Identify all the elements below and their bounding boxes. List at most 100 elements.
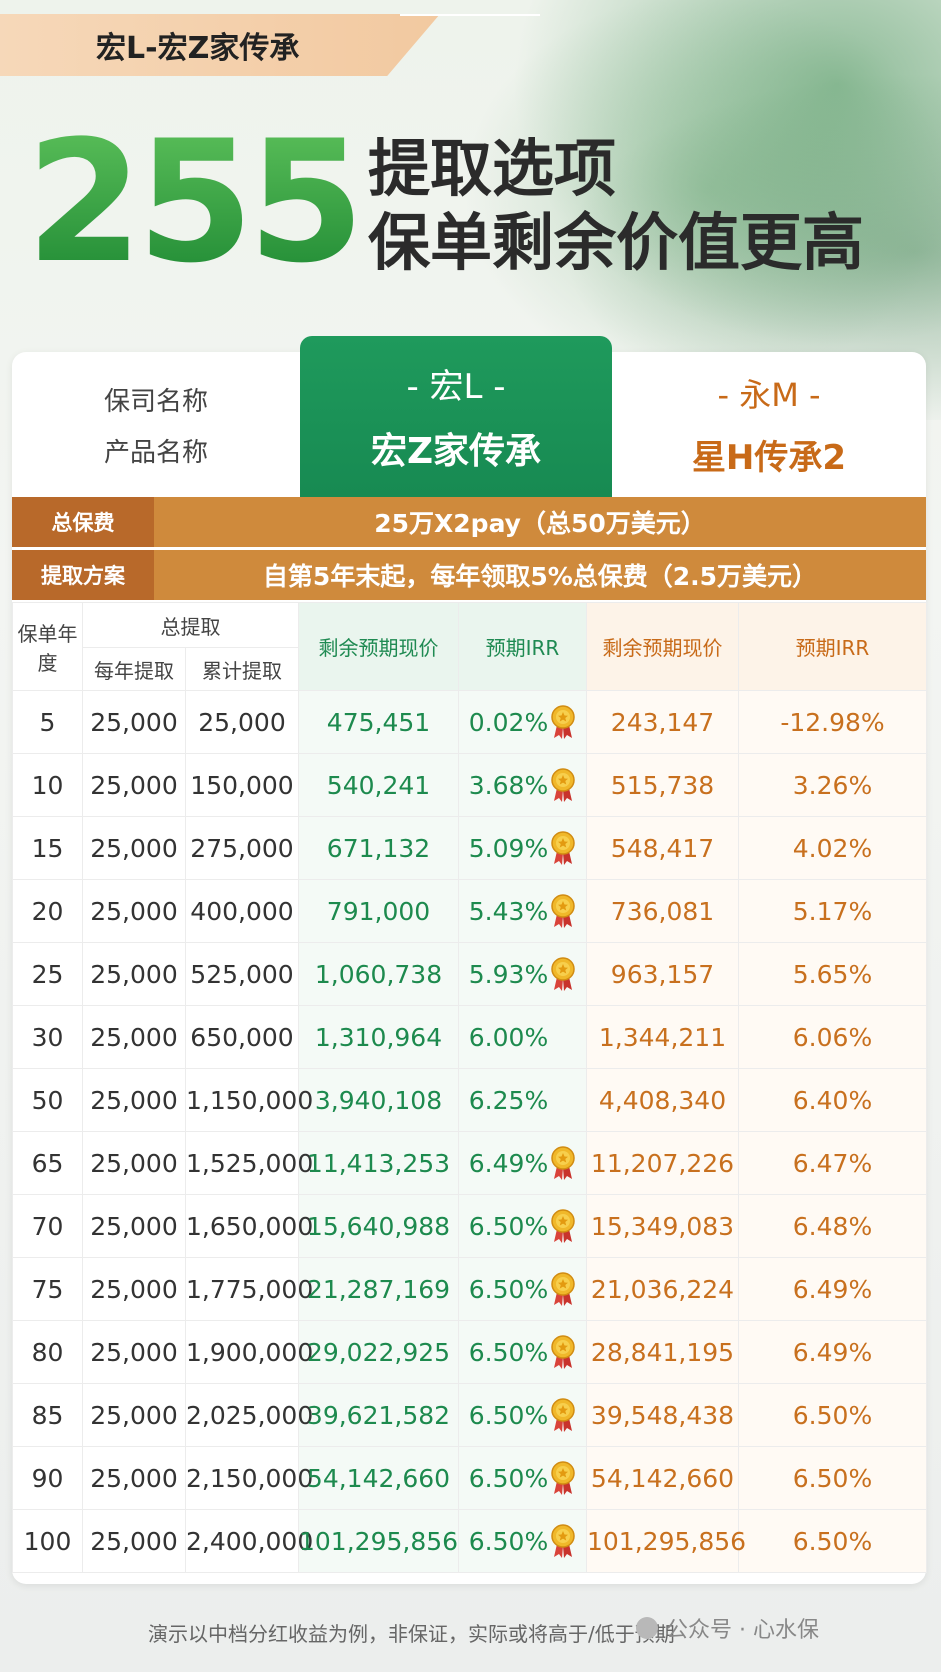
table-row: 80 25,000 1,900,000 29,022,925 6.50% 28,841,1…	[12, 1320, 927, 1384]
watermark-text: 公众号 · 心水保	[666, 1618, 819, 1643]
cell-a-irr: 6.49%	[458, 1131, 587, 1195]
header-b-value: 剩余预期现价	[586, 602, 739, 691]
product-b-name: 星H传承2	[691, 438, 847, 478]
cell-annual: 25,000	[82, 1257, 186, 1321]
medal-icon	[551, 1209, 575, 1243]
irr-text: 0.02%	[468, 707, 549, 737]
table-row: 100 25,000 2,400,000 101,295,856 6.50% 101,29…	[12, 1509, 927, 1573]
irr-text: 6.00%	[468, 1022, 549, 1052]
comparison-card: 保司名称 产品名称 - 宏L - 宏Z家传承 - 永M - 星H传承2 总保费 …	[12, 336, 927, 1584]
cell-b-value: 21,036,224	[586, 1257, 739, 1321]
cell-year: 20	[12, 879, 83, 943]
irr-text: 5.93%	[468, 959, 549, 989]
product-a-company: - 宏L -	[406, 367, 506, 407]
big-number: 255	[26, 104, 365, 300]
cell-cumulative: 1,150,000	[185, 1068, 313, 1132]
cell-a-value: 3,940,108	[298, 1068, 459, 1132]
cell-a-irr: 3.68%	[458, 753, 587, 817]
cell-annual: 25,000	[82, 1383, 186, 1447]
header-annual: 每年提取	[82, 647, 186, 691]
cell-b-irr: 6.06%	[738, 1005, 927, 1069]
premium-bar: 总保费 25万X2pay（总50万美元）	[12, 497, 926, 547]
irr-text: 3.68%	[468, 770, 549, 800]
cell-b-irr: 3.26%	[738, 753, 927, 817]
headline-line-1: 提取选项	[368, 132, 617, 205]
cell-a-irr: 5.09%	[458, 816, 587, 880]
cell-year: 75	[12, 1257, 83, 1321]
cell-a-irr: 6.50%	[458, 1383, 587, 1447]
comparison-table: 保单年度 总提取 剩余预期现价 预期IRR 剩余预期现价 预期IRR 每年提取 …	[12, 602, 927, 1573]
cell-cumulative: 2,150,000	[185, 1446, 313, 1510]
cell-a-irr: 6.50%	[458, 1446, 587, 1510]
plan-key: 提取方案	[12, 550, 154, 600]
cell-a-value: 15,640,988	[298, 1194, 459, 1258]
cell-b-value: 963,157	[586, 942, 739, 1006]
table-row: 10 25,000 150,000 540,241 3.68% 515,738 3.26%	[12, 753, 927, 817]
cell-a-value: 540,241	[298, 753, 459, 817]
cell-cumulative: 275,000	[185, 816, 299, 880]
irr-text: 6.50%	[468, 1526, 549, 1556]
table-row: 75 25,000 1,775,000 21,287,169 6.50% 21,036,2…	[12, 1257, 927, 1321]
cell-b-irr: 4.02%	[738, 816, 927, 880]
cell-b-value: 243,147	[586, 690, 739, 754]
cell-b-irr: -12.98%	[738, 690, 927, 754]
label-product: 产品名称	[103, 437, 208, 468]
header-year: 保单年度	[12, 602, 83, 691]
cell-cumulative: 2,025,000	[185, 1383, 313, 1447]
table-row: 5 25,000 25,000 475,451 0.02% 243,147 -12.98%	[12, 690, 927, 754]
footnote: 演示以中档分红收益为例，非保证，实际或将高于/低于预期	[148, 1622, 675, 1646]
medal-icon	[551, 1272, 575, 1306]
headline-line-2: 保单剩余价值更高	[368, 206, 865, 280]
cell-a-value: 671,132	[298, 816, 459, 880]
headline: 提取选项 保单剩余价值更高	[368, 132, 864, 281]
header-a-value: 剩余预期现价	[298, 602, 459, 691]
cell-annual: 25,000	[82, 690, 186, 754]
title-tag-decoration	[400, 14, 540, 76]
cell-b-value: 28,841,195	[586, 1320, 739, 1384]
medal-icon	[551, 1335, 575, 1369]
plan-value: 自第5年末起，每年领取5%总保费（2.5万美元）	[262, 562, 818, 591]
header-cumulative: 累计提取	[185, 647, 299, 691]
cell-annual: 25,000	[82, 1068, 186, 1132]
cell-year: 5	[12, 690, 83, 754]
table-row: 15 25,000 275,000 671,132 5.09% 548,417 4.02%	[12, 816, 927, 880]
cell-cumulative: 1,525,000	[185, 1131, 313, 1195]
premium-key: 总保费	[12, 497, 154, 547]
irr-text: 6.50%	[468, 1211, 549, 1241]
cell-a-irr: 6.25%	[458, 1068, 587, 1132]
irr-text: 6.49%	[468, 1148, 549, 1178]
irr-text: 6.50%	[468, 1400, 549, 1430]
cell-b-value: 15,349,083	[586, 1194, 739, 1258]
watermark: 公众号 · 心水保	[636, 1612, 819, 1644]
medal-icon	[551, 1461, 575, 1495]
table-row: 25 25,000 525,000 1,060,738 5.93% 963,157 5.65…	[12, 942, 927, 1006]
cell-year: 100	[12, 1509, 83, 1573]
product-b-header: - 永M - 星H传承2	[612, 352, 926, 497]
table-row: 70 25,000 1,650,000 15,640,988 6.50% 15,349,0…	[12, 1194, 927, 1258]
header-total-withdraw: 总提取	[82, 602, 299, 648]
cell-a-value: 54,142,660	[298, 1446, 459, 1510]
cell-a-value: 791,000	[298, 879, 459, 943]
cell-b-irr: 5.65%	[738, 942, 927, 1006]
medal-icon	[551, 894, 575, 928]
cell-annual: 25,000	[82, 1509, 186, 1573]
medal-icon	[551, 1524, 575, 1558]
table-body: 5 25,000 25,000 475,451 0.02% 243,147 -12.98% 1…	[12, 690, 927, 1573]
title-tag: 宏L-宏Z家传承	[0, 14, 440, 76]
cell-year: 30	[12, 1005, 83, 1069]
cell-a-value: 29,022,925	[298, 1320, 459, 1384]
cell-cumulative: 1,775,000	[185, 1257, 313, 1321]
product-a-header: - 宏L - 宏Z家传承	[300, 336, 612, 497]
cell-cumulative: 525,000	[185, 942, 299, 1006]
cell-a-irr: 0.02%	[458, 690, 587, 754]
cell-a-value: 101,295,856	[298, 1509, 459, 1573]
cell-b-value: 39,548,438	[586, 1383, 739, 1447]
cell-annual: 25,000	[82, 879, 186, 943]
cell-b-value: 515,738	[586, 753, 739, 817]
medal-icon	[551, 705, 575, 739]
product-b-company: - 永M -	[717, 376, 821, 414]
cell-a-value: 39,621,582	[298, 1383, 459, 1447]
cell-cumulative: 150,000	[185, 753, 299, 817]
cell-annual: 25,000	[82, 1320, 186, 1384]
cell-year: 25	[12, 942, 83, 1006]
